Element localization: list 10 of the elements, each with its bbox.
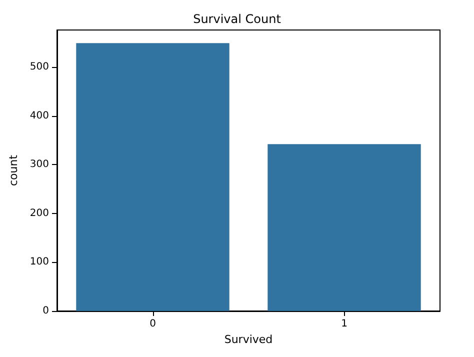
y-tick-label: 100 bbox=[30, 256, 49, 268]
y-tick-label: 0 bbox=[42, 306, 49, 316]
y-tick-label: 400 bbox=[30, 110, 49, 122]
y-tick-label: 200 bbox=[30, 208, 49, 219]
y-tick-label: 300 bbox=[30, 159, 49, 170]
x-tick-label: 1 bbox=[341, 318, 348, 330]
chart-title: Survival Count bbox=[193, 12, 282, 26]
y-tick-label: 500 bbox=[30, 62, 49, 73]
x-axis-title: Survived bbox=[224, 332, 273, 346]
y-axis-title: count bbox=[7, 154, 20, 186]
